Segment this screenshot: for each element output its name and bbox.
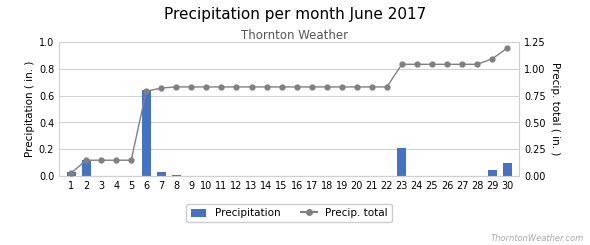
Bar	[172, 175, 181, 176]
Precip. total	[293, 86, 300, 88]
Bar	[398, 148, 407, 176]
Precip. total	[384, 86, 391, 88]
Precip. total	[414, 63, 421, 66]
Precip. total	[308, 86, 315, 88]
Precip. total	[97, 159, 104, 162]
Precip. total	[458, 63, 466, 66]
Precip. total	[398, 63, 405, 66]
Precip. total	[143, 90, 150, 93]
Precip. total	[158, 86, 165, 89]
Precip. total	[353, 86, 360, 88]
Bar	[487, 170, 497, 176]
Bar	[503, 163, 512, 176]
Precip. total	[127, 159, 135, 162]
Precip. total	[233, 86, 240, 88]
Precip. total	[263, 86, 270, 88]
Bar	[142, 90, 150, 176]
Precip. total	[474, 63, 481, 66]
Precip. total	[323, 86, 330, 88]
Bar	[67, 172, 76, 176]
Precip. total	[67, 172, 74, 175]
Legend: Precipitation, Precip. total: Precipitation, Precip. total	[186, 204, 392, 222]
Y-axis label: Precipitation ( in. ): Precipitation ( in. )	[25, 61, 35, 157]
Precip. total	[173, 86, 180, 88]
Precip. total	[218, 86, 225, 88]
Precip. total	[504, 47, 511, 49]
Precip. total	[368, 86, 375, 88]
Text: Precipitation per month June 2017: Precipitation per month June 2017	[164, 7, 426, 22]
Precip. total	[83, 159, 90, 162]
Bar	[81, 160, 91, 176]
Precip. total	[203, 86, 210, 88]
Text: Thornton Weather: Thornton Weather	[241, 29, 349, 42]
Precip. total	[428, 63, 435, 66]
Precip. total	[278, 86, 285, 88]
Bar	[157, 172, 166, 176]
Text: ThorntonWeather.com: ThorntonWeather.com	[491, 233, 584, 243]
Precip. total	[489, 57, 496, 60]
Precip. total	[188, 86, 195, 88]
Precip. total	[113, 159, 120, 162]
Precip. total	[338, 86, 345, 88]
Precip. total	[444, 63, 451, 66]
Y-axis label: Precip. total ( in. ): Precip. total ( in. )	[550, 62, 560, 156]
Precip. total	[248, 86, 255, 88]
Line: Precip. total: Precip. total	[68, 46, 510, 176]
